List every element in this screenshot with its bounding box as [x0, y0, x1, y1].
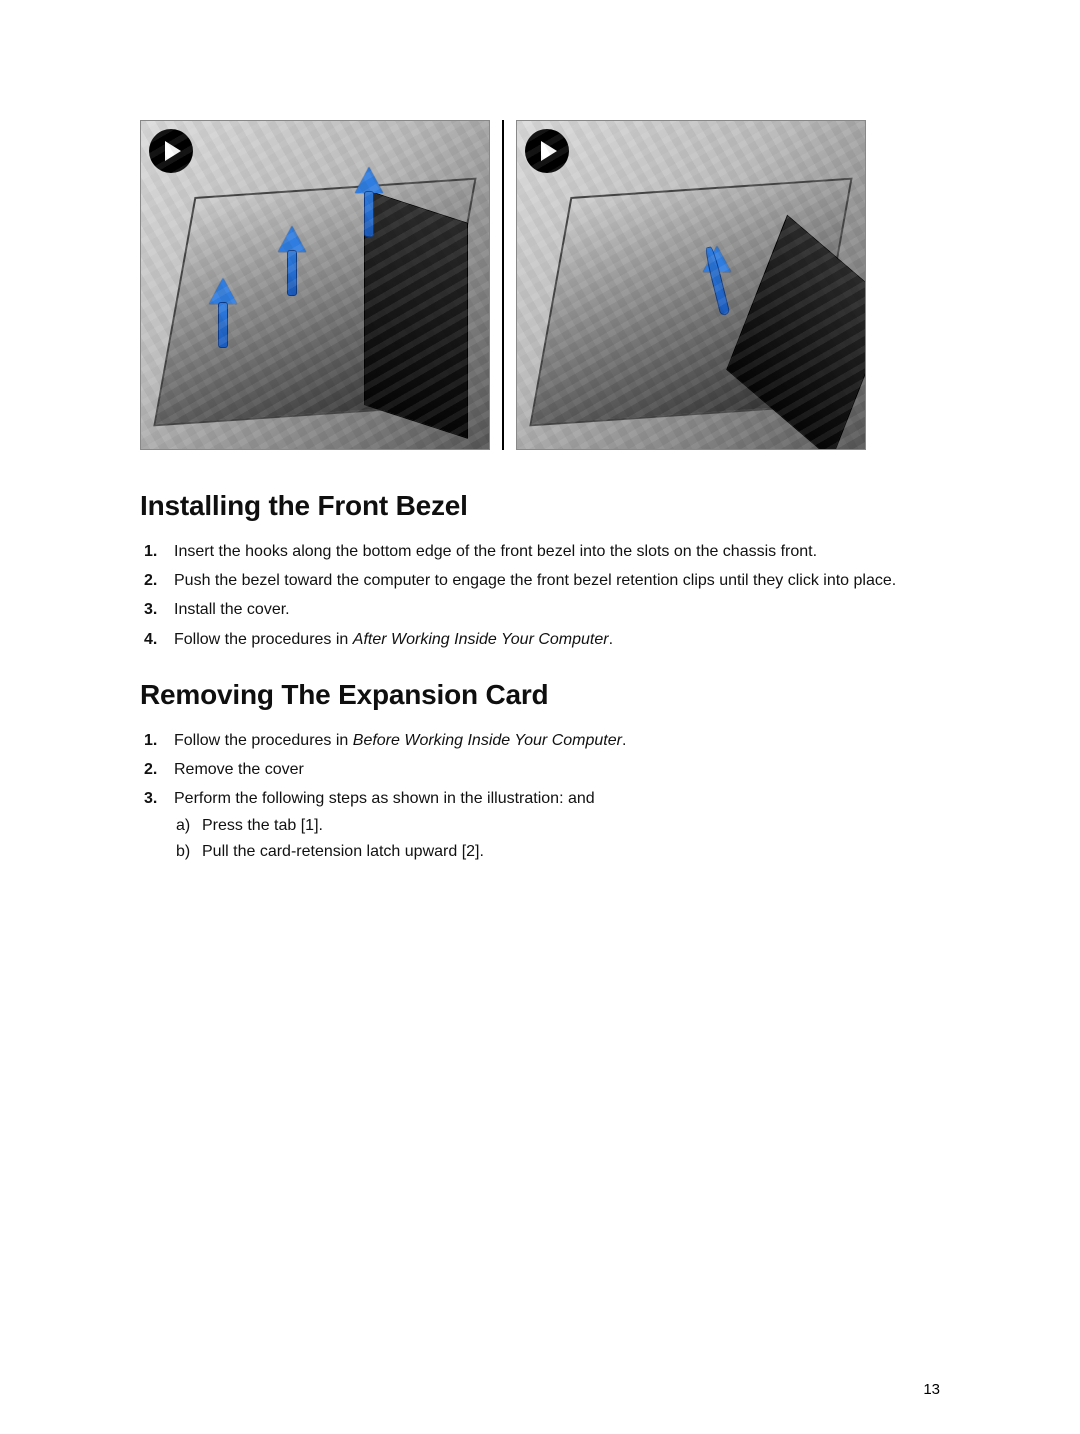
front-bezel-illustration: [364, 189, 468, 439]
step-text-post: .: [622, 732, 626, 749]
figure-right: [516, 120, 866, 450]
substeps: Press the tab [1]. Pull the card-retensi…: [176, 814, 940, 862]
substep-item: Press the tab [1].: [176, 814, 940, 837]
step-text: Install the cover.: [174, 601, 290, 618]
play-video-icon[interactable]: [525, 129, 569, 173]
arrow-up-icon: [280, 226, 302, 296]
steps-install-bezel: Insert the hooks along the bottom edge o…: [144, 540, 940, 651]
chassis-illustration: [153, 177, 477, 425]
page-number: 13: [923, 1381, 940, 1398]
step-text-pre: Follow the procedures in: [174, 631, 353, 648]
step-item: Follow the procedures in Before Working …: [144, 729, 940, 752]
step-item: Install the cover.: [144, 598, 940, 621]
steps-remove-card: Follow the procedures in Before Working …: [144, 729, 940, 863]
step-item: Push the bezel toward the computer to en…: [144, 569, 940, 592]
substep-text: Press the tab [1].: [202, 817, 323, 834]
step-text-pre: Follow the procedures in: [174, 732, 353, 749]
step-text-italic: Before Working Inside Your Computer: [353, 732, 622, 749]
step-text: Remove the cover: [174, 761, 304, 778]
figure-left: [140, 120, 490, 450]
play-video-icon[interactable]: [149, 129, 193, 173]
step-item: Perform the following steps as shown in …: [144, 787, 940, 863]
arrow-up-icon: [357, 167, 379, 237]
chassis-illustration: [529, 177, 853, 425]
arrow-curved-up-icon: [705, 246, 727, 316]
figure-row: [140, 120, 940, 450]
step-text-italic: After Working Inside Your Computer: [353, 631, 609, 648]
heading-install-bezel: Installing the Front Bezel: [140, 490, 940, 522]
step-text: Perform the following steps as shown in …: [174, 790, 595, 807]
step-text: Push the bezel toward the computer to en…: [174, 572, 896, 589]
step-text-post: .: [609, 631, 613, 648]
front-bezel-open-illustration: [726, 215, 866, 450]
step-item: Follow the procedures in After Working I…: [144, 628, 940, 651]
step-text: Insert the hooks along the bottom edge o…: [174, 543, 817, 560]
step-item: Insert the hooks along the bottom edge o…: [144, 540, 940, 563]
figure-divider: [502, 120, 504, 450]
heading-remove-card: Removing The Expansion Card: [140, 679, 940, 711]
step-item: Remove the cover: [144, 758, 940, 781]
substep-text: Pull the card-retension latch upward [2]…: [202, 843, 484, 860]
arrow-up-icon: [211, 278, 233, 348]
substep-item: Pull the card-retension latch upward [2]…: [176, 840, 940, 863]
